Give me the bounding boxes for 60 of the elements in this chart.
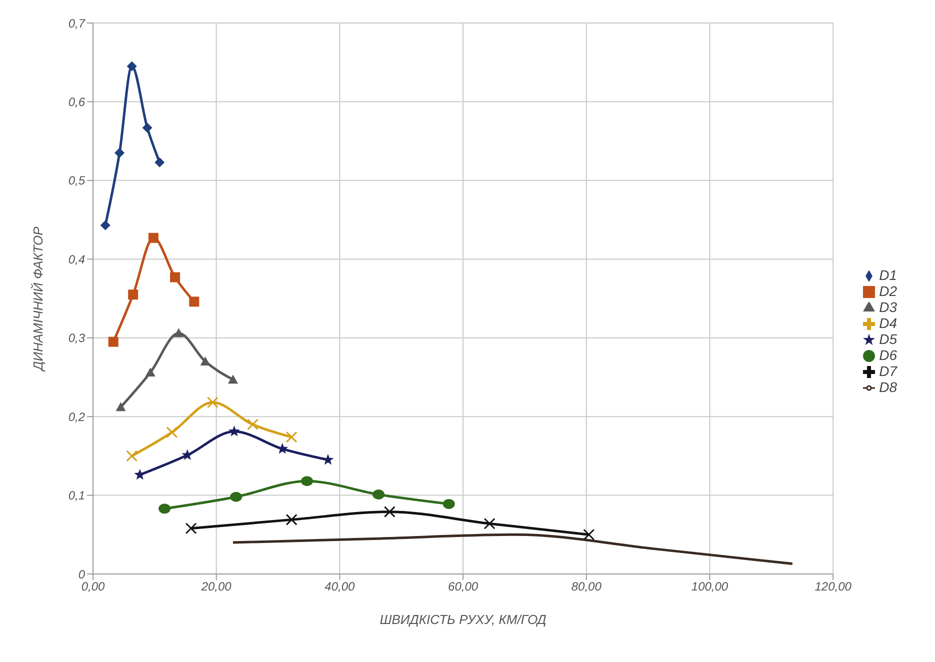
point [384, 506, 396, 518]
point [134, 468, 146, 480]
point [583, 528, 595, 540]
point [154, 157, 165, 168]
legend-label: D8 [879, 379, 897, 395]
y-axis-title: ДИНАМІЧНИЙ ФАКТОР [30, 226, 46, 372]
x-tick-label: 120,00 [814, 580, 852, 594]
x-tick-label: 80,00 [571, 580, 602, 594]
point [230, 492, 242, 502]
point [116, 402, 126, 412]
point [148, 232, 158, 243]
point [322, 454, 334, 465]
point [200, 356, 210, 366]
point [108, 336, 118, 347]
x-tick-label: 60,00 [448, 580, 478, 594]
legend-label: D3 [879, 299, 897, 315]
point [228, 374, 238, 384]
point [246, 418, 258, 430]
x-tick-label: 20,00 [200, 580, 232, 594]
point [286, 514, 298, 526]
y-tick-label: 0,7 [68, 16, 86, 30]
point [442, 498, 455, 509]
y-tick-label: 0,4 [68, 252, 86, 266]
point [174, 328, 184, 338]
point [166, 426, 178, 438]
x-tick-label: 0,00 [81, 580, 105, 594]
point [182, 449, 194, 460]
point [206, 396, 218, 408]
y-tick-label: 0 [78, 567, 86, 582]
point [372, 490, 385, 500]
point [126, 450, 138, 462]
legend-label: D2 [879, 283, 897, 299]
y-tick-label: 0,1 [68, 488, 85, 503]
point [286, 431, 298, 443]
point [185, 522, 197, 534]
legend-label: D6 [879, 347, 897, 363]
legend-label: D1 [879, 267, 897, 283]
point [128, 290, 138, 300]
point [158, 504, 171, 514]
y-tick-label: 0,5 [68, 174, 86, 188]
legend-label: D5 [879, 331, 897, 347]
x-tick-label: 40,00 [324, 580, 356, 594]
legend-label: D7 [879, 363, 897, 379]
point [145, 367, 156, 376]
point [484, 518, 496, 530]
point [170, 272, 180, 282]
y-tick-label: 0,2 [68, 410, 86, 424]
point [100, 220, 110, 230]
x-tick-label: 100,00 [691, 580, 728, 594]
x-axis-title: ШВИДКІСТЬ РУХУ, КМ/ГОД [380, 612, 546, 627]
y-tick-label: 0,3 [68, 331, 86, 346]
point [228, 426, 240, 436]
point [126, 61, 137, 72]
y-tick-label: 0,6 [68, 94, 86, 109]
point [142, 122, 152, 133]
point [114, 148, 125, 158]
point [189, 296, 200, 307]
line-series [232, 533, 794, 566]
point [301, 476, 314, 486]
legend-label: D4 [879, 315, 897, 331]
